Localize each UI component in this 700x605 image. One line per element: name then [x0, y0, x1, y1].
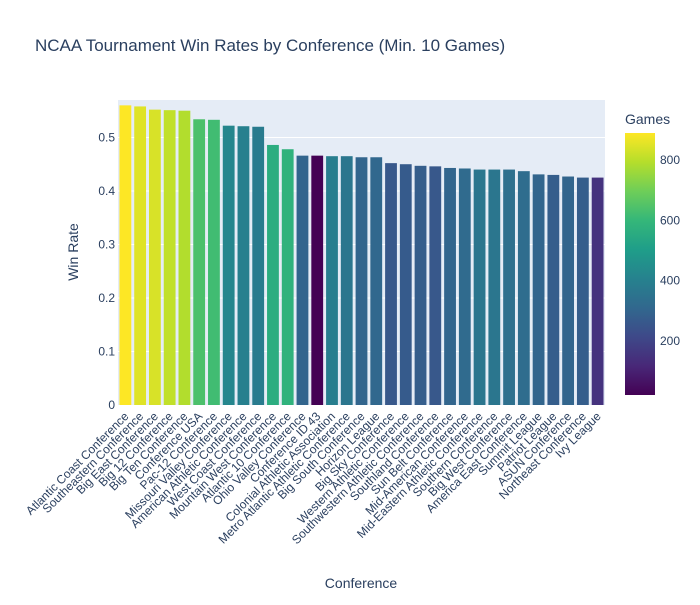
bar[interactable] [576, 177, 589, 405]
bar[interactable] [503, 169, 515, 405]
y-tick-label: 0.4 [98, 184, 115, 198]
bar[interactable] [458, 168, 471, 405]
bar[interactable] [591, 177, 604, 405]
colorbar-tick-label: 200 [660, 334, 680, 348]
colorbar-ticks: 200 400 600 800 [660, 153, 680, 348]
bar[interactable] [178, 110, 191, 405]
bar[interactable] [208, 119, 220, 405]
bar[interactable] [119, 105, 132, 405]
colorbar-tick-label: 800 [660, 153, 680, 167]
bar[interactable] [562, 176, 575, 405]
bar[interactable] [517, 171, 530, 405]
bar[interactable] [222, 125, 235, 406]
y-tick-label: 0.5 [98, 130, 115, 144]
bar[interactable] [148, 109, 161, 405]
y-axis-ticks: 0 0.1 0.2 0.3 0.4 0.5 [98, 130, 115, 412]
colorbar-gradient [625, 133, 655, 395]
bar[interactable] [385, 163, 397, 405]
chart-title: NCAA Tournament Win Rates by Conference … [35, 36, 505, 55]
bar[interactable] [296, 155, 309, 405]
colorbar-tick-label: 600 [660, 213, 680, 227]
bar[interactable] [340, 156, 353, 405]
bar[interactable] [399, 164, 412, 405]
bar[interactable] [414, 165, 427, 405]
colorbar: Games 200 400 600 800 [625, 111, 680, 395]
bar[interactable] [252, 126, 265, 405]
bar[interactable] [163, 110, 176, 406]
y-axis-label: Win Rate [65, 223, 81, 281]
bar[interactable] [429, 166, 442, 405]
bar[interactable] [326, 156, 338, 405]
bar[interactable] [488, 169, 501, 405]
colorbar-title: Games [625, 111, 670, 127]
bar[interactable] [193, 119, 206, 406]
bar[interactable] [547, 174, 560, 405]
bar[interactable] [237, 126, 250, 405]
y-tick-label: 0 [108, 398, 115, 412]
y-tick-label: 0.3 [98, 237, 115, 251]
bar[interactable] [444, 167, 456, 405]
bar[interactable] [134, 106, 147, 405]
bar[interactable] [355, 157, 368, 405]
bars [119, 105, 604, 406]
bar[interactable] [370, 157, 383, 405]
bar[interactable] [281, 149, 294, 405]
bar[interactable] [267, 144, 279, 405]
y-tick-label: 0.2 [98, 291, 115, 305]
colorbar-tick-label: 400 [660, 274, 680, 288]
x-axis-label: Conference [325, 575, 398, 591]
bar[interactable] [311, 155, 324, 405]
y-tick-label: 0.1 [98, 344, 115, 358]
bar[interactable] [473, 169, 486, 405]
bar[interactable] [532, 174, 545, 405]
